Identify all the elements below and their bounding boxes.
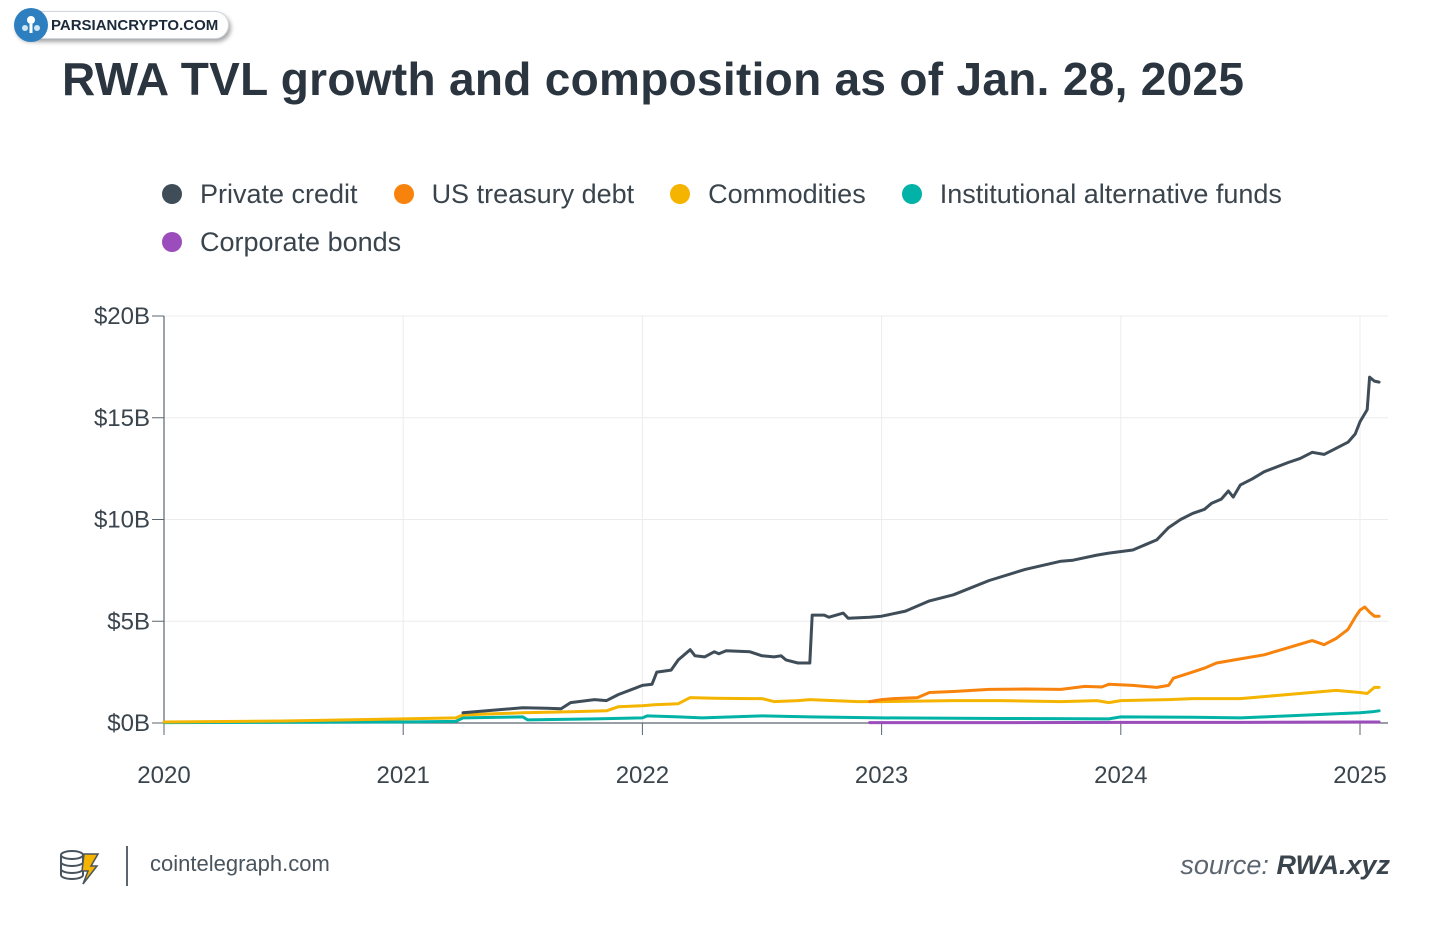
legend-label-private-credit: Private credit xyxy=(200,178,358,209)
y-tick-label-15: $15B xyxy=(94,405,150,432)
y-tick-label-0: $0B xyxy=(107,710,150,737)
legend-item-corporate-bonds: Corporate bonds xyxy=(162,227,401,258)
x-tick-label-2023: 2023 xyxy=(855,762,908,789)
x-tick-label-2024: 2024 xyxy=(1094,762,1147,789)
cointelegraph-logo-icon xyxy=(58,846,102,886)
legend-dot-institutional-alternative-funds xyxy=(901,184,922,204)
legend-label-us-treasury-debt: US treasury debt xyxy=(431,178,635,209)
legend-dot-corporate-bonds xyxy=(162,232,182,252)
y-tick-label-10: $10B xyxy=(94,507,150,534)
series-line-us-treasury-debt xyxy=(868,605,1381,704)
series-line-private-credit xyxy=(461,375,1381,715)
x-tick-label-2025: 2025 xyxy=(1333,762,1386,789)
y-tick-label-20: $20B xyxy=(94,303,150,330)
legend-row-2: Corporate bonds xyxy=(162,218,1402,266)
axis-layer xyxy=(152,315,1388,735)
y-tick-label-5: $5B xyxy=(107,608,150,635)
grid-layer xyxy=(163,315,1388,724)
legend-item-us-treasury-debt: US treasury debt xyxy=(393,178,635,210)
chart-legend: Private credit US treasury debt Commodit… xyxy=(162,170,1402,266)
legend-item-commodities: Commodities xyxy=(670,179,866,210)
footer-site-link[interactable]: cointelegraph.com xyxy=(150,851,330,876)
legend-item-private-credit: Private credit xyxy=(162,179,358,210)
legend-dot-private-credit xyxy=(162,184,182,204)
series-line-commodities xyxy=(162,685,1381,724)
footer-separator xyxy=(126,846,128,886)
series-line-institutional-alternative-funds xyxy=(162,709,1381,725)
x-tick-label-2021: 2021 xyxy=(377,762,430,789)
source-note: source: RWA.xyz xyxy=(1180,850,1390,881)
x-tick-label-2020: 2020 xyxy=(137,762,190,789)
legend-label-institutional-alternative-funds: Institutional alternative funds xyxy=(939,178,1282,209)
legend-dot-us-treasury-debt xyxy=(393,184,414,204)
legend-label-commodities: Commodities xyxy=(708,178,866,209)
x-tick-label-2022: 2022 xyxy=(616,762,669,789)
chart-title: RWA TVL growth and composition as of Jan… xyxy=(62,53,1245,105)
series-line-corporate-bonds xyxy=(868,720,1381,725)
legend-label-corporate-bonds: Corporate bonds xyxy=(200,226,402,257)
source-name: RWA.xyz xyxy=(1276,850,1390,880)
legend-dot-commodities xyxy=(670,184,691,204)
parsiancrypto-logo-icon xyxy=(14,8,48,42)
series-layer xyxy=(162,375,1381,725)
tick-label-layer: $0B $5B $10B $15B $20B 2020 2021 2022 2023 2024 20… xyxy=(94,303,1387,789)
watermark: PARSIANCRYPTO.COM xyxy=(14,8,230,42)
legend-item-institutional-alternative-funds: Institutional alternative funds xyxy=(901,178,1282,210)
source-prefix: source: xyxy=(1180,850,1269,880)
legend-row-1: Private credit US treasury debt Commodit… xyxy=(162,170,1402,218)
